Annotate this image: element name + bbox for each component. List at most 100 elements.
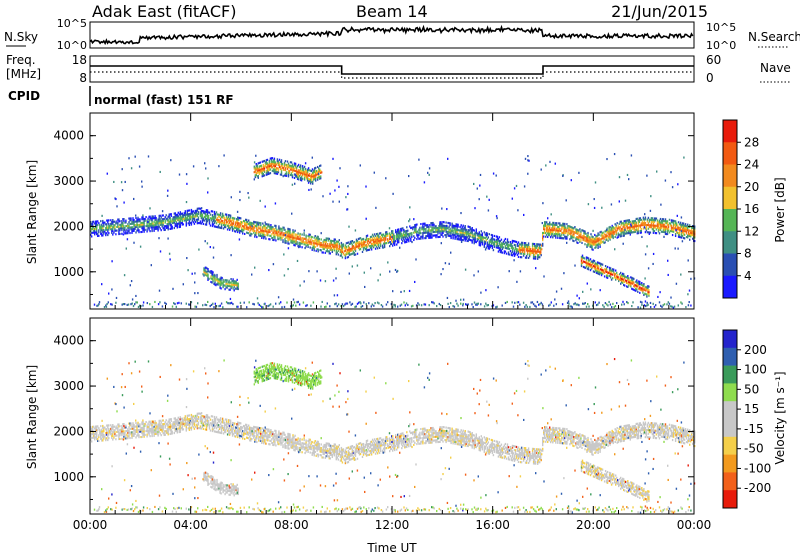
power-cell: [607, 239, 609, 242]
power-cell: [365, 185, 367, 188]
power-cell: [392, 233, 394, 236]
power-cell: [136, 220, 138, 223]
power-cell: [244, 222, 246, 225]
power-cell: [287, 171, 290, 174]
power-cell: [424, 237, 426, 240]
power-cell: [345, 253, 348, 256]
power-cell: [528, 253, 531, 256]
power-cell: [291, 176, 294, 179]
power-cell: [541, 244, 543, 247]
power-cell: [320, 232, 322, 235]
power-cell: [284, 241, 286, 244]
power-cell: [128, 221, 130, 224]
power-cell: [415, 258, 417, 261]
power-cell: [551, 223, 553, 226]
power-cell: [679, 221, 682, 224]
power-cell: [575, 237, 577, 240]
power-cell: [170, 159, 172, 162]
power-cell: [336, 294, 339, 297]
power-cell: [285, 232, 287, 235]
noise-right-tick-top: 10^5: [706, 21, 736, 34]
power-cell: [259, 170, 262, 173]
power-cell: [627, 302, 629, 305]
velocity-cell: [102, 430, 104, 433]
power-cell: [298, 246, 300, 249]
power-cell: [438, 228, 440, 231]
power-cell: [404, 235, 406, 239]
power-cell: [237, 288, 239, 291]
power-cell: [200, 213, 203, 216]
power-cell: [131, 220, 133, 224]
power-cell: [447, 232, 449, 235]
power-cell: [92, 220, 94, 223]
power-cell: [543, 275, 545, 278]
power-cell: [617, 234, 619, 237]
power-cell: [471, 230, 473, 233]
power-cell: [419, 226, 421, 229]
power-cell: [350, 249, 353, 252]
power-cell: [140, 225, 142, 228]
power-cell: [234, 217, 236, 220]
power-cell: [586, 262, 589, 265]
power-cell: [206, 274, 208, 277]
power-cell: [349, 249, 352, 252]
power-cell: [525, 247, 528, 250]
power-cell: [246, 228, 248, 231]
power-cell: [504, 301, 507, 305]
power-cell: [274, 170, 277, 173]
power-cell: [132, 229, 134, 233]
power-cell: [273, 170, 276, 173]
power-cell: [382, 238, 385, 242]
power-cell: [343, 253, 346, 256]
power-cell: [629, 281, 631, 284]
power-cell: [506, 247, 509, 250]
power-cell: [590, 260, 593, 263]
power-cell: [187, 213, 190, 216]
power-cell: [627, 282, 629, 285]
power-cell: [234, 230, 236, 233]
power-cell: [219, 226, 222, 229]
power-cell: [430, 231, 432, 234]
power-cell: [550, 232, 552, 235]
power-cell: [287, 242, 289, 245]
power-cell: [581, 236, 583, 239]
power-cell: [650, 217, 653, 220]
power-cell: [500, 242, 503, 245]
power-cell: [299, 232, 301, 236]
power-cell: [206, 271, 208, 274]
power-cell: [601, 269, 604, 272]
power-cell: [164, 228, 166, 231]
velocity-cell: [116, 434, 118, 437]
power-cell: [523, 242, 526, 245]
power-cell: [387, 232, 389, 235]
power-cell: [619, 278, 621, 281]
power-cell: [366, 249, 369, 252]
power-cell: [326, 248, 329, 251]
power-cell: [657, 225, 660, 228]
velocity-cell: [103, 426, 105, 429]
power-cell: [291, 174, 294, 177]
power-cell: [595, 244, 597, 247]
power-cell: [226, 286, 228, 289]
power-cell: [439, 232, 441, 235]
power-cell: [682, 222, 685, 225]
power-cell: [256, 232, 258, 235]
power-cell: [522, 301, 525, 304]
power-cell: [365, 247, 368, 250]
power-cell: [635, 287, 637, 291]
power-cell: [279, 234, 281, 237]
power-cell: [231, 227, 234, 230]
power-cell: [600, 268, 603, 271]
power-cell: [193, 211, 196, 215]
power-cell: [512, 305, 515, 308]
power-cell: [567, 225, 569, 228]
power-cell: [326, 244, 329, 247]
power-cell: [131, 226, 133, 229]
power-cell: [400, 235, 402, 238]
power-cell: [312, 182, 314, 185]
power-cell: [607, 304, 609, 307]
velocity-cell: [116, 427, 118, 430]
power-cell: [204, 271, 206, 274]
power-cell: [395, 231, 397, 234]
